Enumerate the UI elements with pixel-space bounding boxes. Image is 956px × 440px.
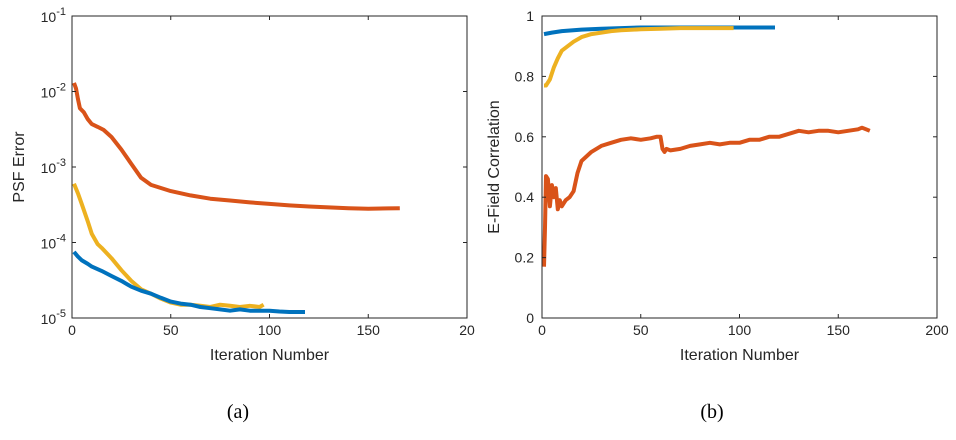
series-line — [542, 125, 871, 267]
series-line — [72, 82, 400, 211]
x-tick-label: 100 — [258, 322, 282, 338]
chart-panel-a: 0 50 100 150 2010-510-410-310-210-1Iteration… — [11, 6, 475, 423]
y-tick-label: 10-4 — [41, 233, 66, 252]
y-tick-label: 0 — [526, 310, 534, 326]
x-tick-label: 50 — [163, 322, 179, 338]
y-tick-label: 0.2 — [515, 250, 535, 266]
y-tick-label: 0.8 — [515, 68, 535, 84]
y-tick-exponent: -1 — [56, 6, 66, 18]
y-tick-exponent: -3 — [56, 157, 66, 169]
y-tick-label: 10-1 — [41, 6, 66, 25]
x-tick-label: 20 — [459, 322, 475, 338]
y-tick-base: 10 — [41, 85, 57, 101]
y-tick-exponent: -5 — [56, 308, 66, 320]
y-tick-base: 10 — [41, 311, 57, 327]
x-axis-label: Iteration Number — [210, 347, 330, 364]
x-tick-label: 100 — [728, 322, 752, 338]
y-tick-label: 0.6 — [515, 129, 535, 145]
plot-frame — [541, 15, 938, 319]
y-tick-label: 10-2 — [41, 82, 66, 101]
y-axis-label: E-Field Correlation — [486, 100, 503, 233]
y-axis-label: PSF Error — [11, 131, 28, 203]
y-tick-label: 10-5 — [41, 308, 66, 327]
x-tick-label: 50 — [633, 322, 649, 338]
x-axis-label: Iteration Number — [680, 347, 800, 364]
panel-caption: (a) — [227, 401, 249, 423]
x-tick-label: 0 — [68, 322, 76, 338]
y-tick-label: 1 — [526, 8, 534, 24]
x-tick-label: 0 — [538, 322, 546, 338]
x-tick-label: 150 — [357, 322, 381, 338]
series-line — [544, 26, 734, 88]
y-tick-base: 10 — [41, 9, 57, 25]
chart-panel-b: 0 50 100 150 200 0 0.2 0.4 0.6 0.8 1 Iteration Numb… — [486, 8, 949, 423]
y-tick-base: 10 — [41, 236, 57, 252]
y-tick-exponent: -4 — [56, 233, 66, 245]
x-tick-label: 200 — [925, 322, 949, 338]
panel-caption: (b) — [700, 401, 723, 423]
series-line — [72, 250, 305, 314]
y-tick-exponent: -2 — [56, 82, 66, 94]
y-tick-base: 10 — [41, 160, 57, 176]
x-tick-label: 150 — [827, 322, 851, 338]
y-tick-label: 0.4 — [515, 189, 535, 205]
y-tick-label: 10-3 — [41, 157, 66, 176]
